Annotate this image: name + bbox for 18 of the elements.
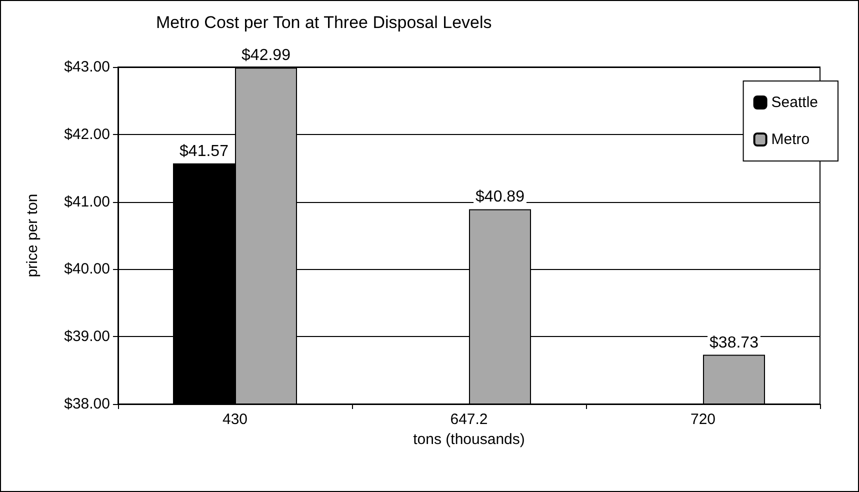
data-label: $38.73 — [710, 334, 759, 352]
y-tick-label: $38.00 — [64, 396, 110, 412]
legend-label: Seattle — [771, 94, 818, 111]
y-tick-label: $42.00 — [64, 126, 110, 143]
x-tick-label: 647.2 — [450, 411, 488, 428]
y-tick-label: $39.00 — [64, 328, 110, 346]
data-label: $42.99 — [242, 47, 291, 64]
x-axis-title: tons (thousands) — [413, 430, 525, 448]
y-tick-label: $41.00 — [64, 193, 110, 210]
data-label: $41.57 — [180, 142, 229, 160]
x-tick-label: 720 — [690, 411, 716, 428]
y-tick-label: $43.00 — [64, 58, 110, 76]
x-tick-label: 430 — [222, 411, 248, 428]
y-axis-title: price per ton — [24, 194, 41, 278]
data-label: $40.89 — [476, 188, 525, 206]
y-tick-label: $40.00 — [64, 260, 110, 278]
legend-label: Metro — [771, 131, 810, 148]
chart-title: Metro Cost per Ton at Three Disposal Levels — [156, 13, 492, 32]
